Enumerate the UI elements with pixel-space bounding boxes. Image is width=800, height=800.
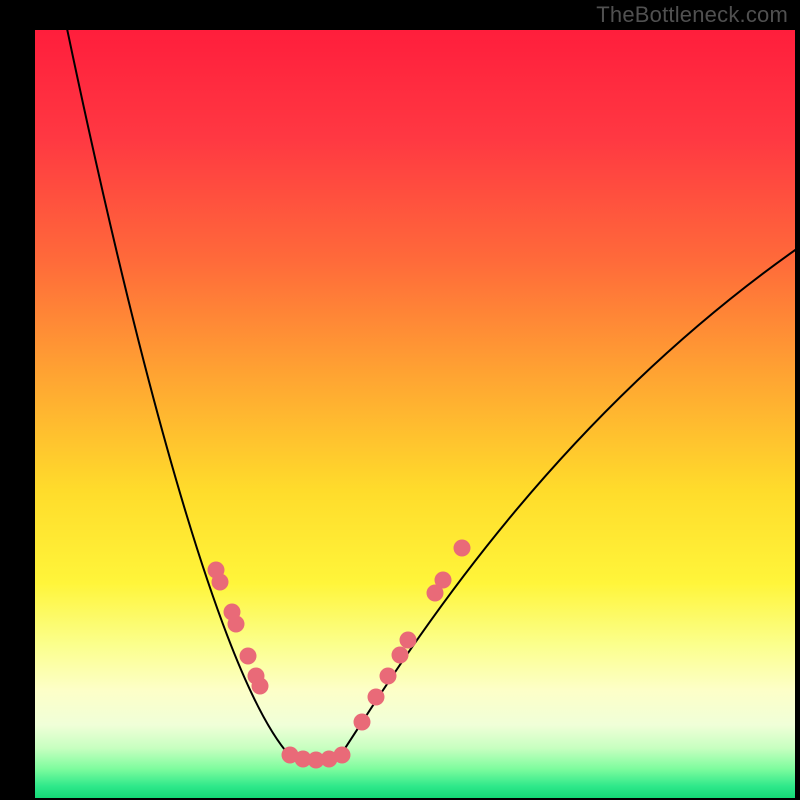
data-marker: [228, 616, 245, 633]
data-marker: [354, 714, 371, 731]
data-marker: [392, 647, 409, 664]
data-marker: [240, 648, 257, 665]
data-marker: [435, 572, 452, 589]
data-marker: [212, 574, 229, 591]
data-marker: [368, 689, 385, 706]
data-marker: [400, 632, 417, 649]
data-marker: [252, 678, 269, 695]
gradient-background: [35, 30, 795, 798]
bottleneck-chart-svg: [0, 0, 800, 800]
watermark-text: TheBottleneck.com: [596, 2, 788, 28]
data-marker: [380, 668, 397, 685]
data-marker: [334, 747, 351, 764]
data-marker: [454, 540, 471, 557]
plot-area: [35, 30, 795, 798]
chart-container: TheBottleneck.com: [0, 0, 800, 800]
